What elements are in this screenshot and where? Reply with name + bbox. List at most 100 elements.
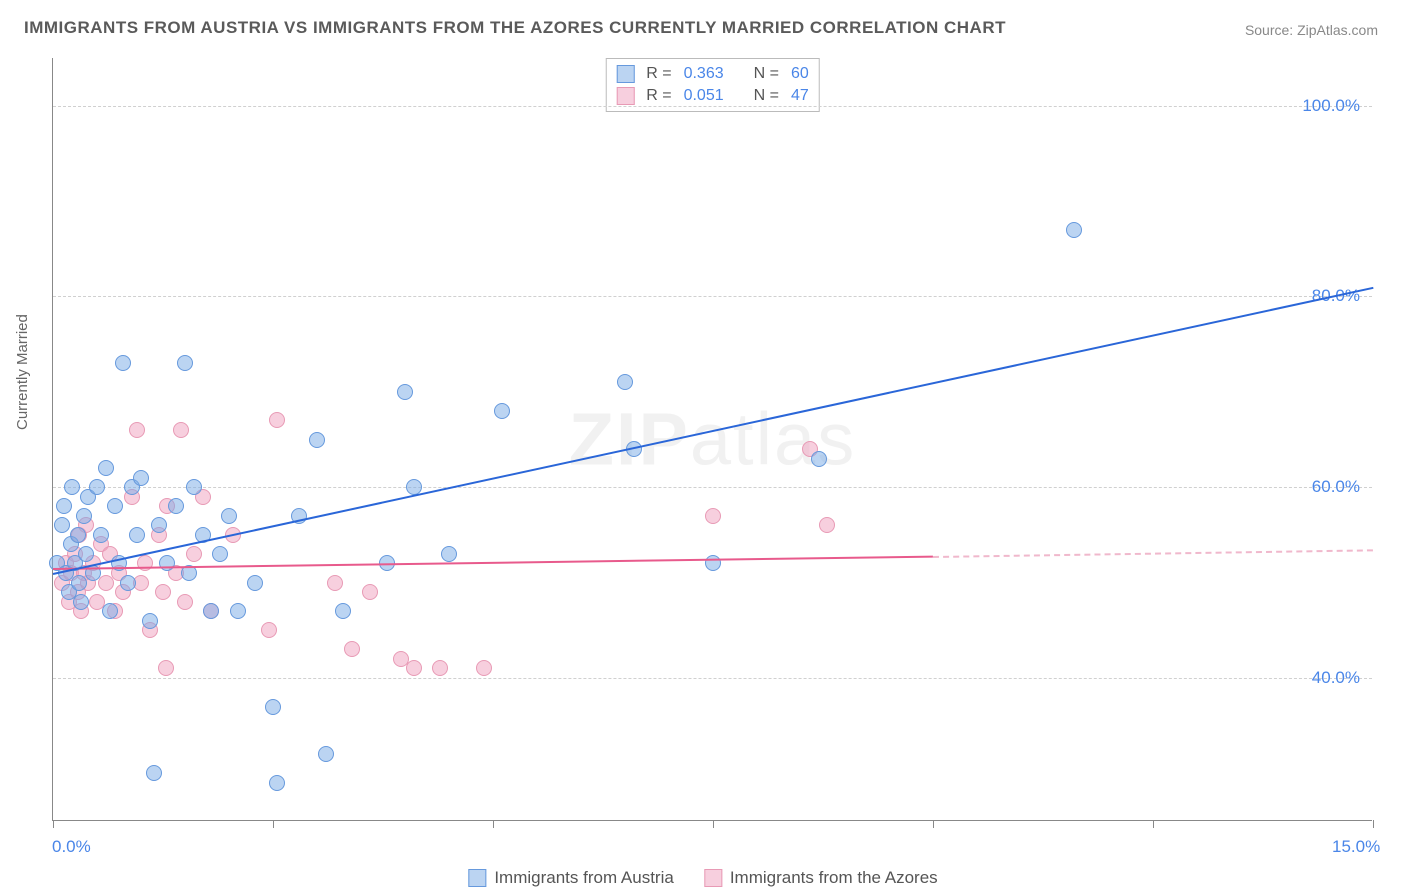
plot-area: ZIPatlas R = 0.363 N = 60 R = 0.051 N = … (52, 58, 1372, 821)
data-point-azores (158, 660, 174, 676)
swatch-austria-icon (468, 869, 486, 887)
n-value-azores: 47 (791, 87, 809, 105)
y-axis-label: Currently Married (14, 314, 31, 430)
data-point-austria (146, 765, 162, 781)
data-point-austria (269, 775, 285, 791)
n-label: N = (754, 65, 779, 83)
data-point-austria (212, 546, 228, 562)
data-point-austria (168, 498, 184, 514)
data-point-austria (98, 460, 114, 476)
data-point-austria (494, 403, 510, 419)
data-point-austria (177, 355, 193, 371)
data-point-austria (129, 527, 145, 543)
data-point-azores (327, 575, 343, 591)
data-point-austria (78, 546, 94, 562)
data-point-austria (133, 470, 149, 486)
data-point-austria (397, 384, 413, 400)
trendline-azores (53, 556, 933, 571)
x-tick-label: 0.0% (52, 837, 91, 857)
data-point-austria (186, 479, 202, 495)
data-point-azores (129, 422, 145, 438)
x-tick (933, 820, 934, 828)
legend-label-austria: Immigrants from Austria (494, 868, 674, 888)
gridline (53, 106, 1372, 107)
data-point-azores (362, 584, 378, 600)
data-point-austria (1066, 222, 1082, 238)
data-point-austria (441, 546, 457, 562)
data-point-austria (102, 603, 118, 619)
data-point-austria (115, 355, 131, 371)
series-legend: Immigrants from Austria Immigrants from … (468, 868, 937, 888)
data-point-austria (230, 603, 246, 619)
legend-row-azores: R = 0.051 N = 47 (616, 85, 809, 107)
r-value-azores: 0.051 (684, 87, 724, 105)
data-point-azores (269, 412, 285, 428)
x-tick (53, 820, 54, 828)
data-point-azores (173, 422, 189, 438)
data-point-austria (811, 451, 827, 467)
data-point-austria (73, 594, 89, 610)
data-point-azores (177, 594, 193, 610)
r-label: R = (646, 87, 671, 105)
r-label: R = (646, 65, 671, 83)
gridline (53, 296, 1372, 297)
trendline-azores-extrapolated (933, 549, 1373, 558)
data-point-austria (309, 432, 325, 448)
data-point-austria (76, 508, 92, 524)
data-point-azores (137, 555, 153, 571)
data-point-austria (142, 613, 158, 629)
data-point-austria (89, 479, 105, 495)
gridline (53, 678, 1372, 679)
data-point-austria (64, 479, 80, 495)
legend-label-azores: Immigrants from the Azores (730, 868, 938, 888)
data-point-austria (107, 498, 123, 514)
gridline (53, 487, 1372, 488)
source-attribution: Source: ZipAtlas.com (1245, 22, 1378, 38)
data-point-azores (406, 660, 422, 676)
data-point-azores (344, 641, 360, 657)
watermark-rest: atlas (690, 398, 856, 481)
data-point-azores (186, 546, 202, 562)
data-point-austria (221, 508, 237, 524)
y-tick-label: 40.0% (1312, 668, 1360, 688)
data-point-austria (247, 575, 263, 591)
y-tick-label: 100.0% (1302, 96, 1360, 116)
data-point-austria (56, 498, 72, 514)
x-tick (273, 820, 274, 828)
x-tick-label: 15.0% (1332, 837, 1380, 857)
x-tick (713, 820, 714, 828)
data-point-azores (476, 660, 492, 676)
trendline-austria (53, 287, 1373, 575)
data-point-austria (318, 746, 334, 762)
r-value-austria: 0.363 (684, 65, 724, 83)
x-tick (1153, 820, 1154, 828)
n-label: N = (754, 87, 779, 105)
data-point-austria (265, 699, 281, 715)
data-point-austria (70, 527, 86, 543)
chart-title: IMMIGRANTS FROM AUSTRIA VS IMMIGRANTS FR… (24, 18, 1006, 38)
data-point-austria (203, 603, 219, 619)
data-point-azores (819, 517, 835, 533)
swatch-austria-icon (616, 65, 634, 83)
legend-row-austria: R = 0.363 N = 60 (616, 63, 809, 85)
data-point-austria (151, 517, 167, 533)
swatch-azores-icon (616, 87, 634, 105)
data-point-austria (159, 555, 175, 571)
data-point-austria (335, 603, 351, 619)
data-point-austria (93, 527, 109, 543)
data-point-azores (432, 660, 448, 676)
data-point-azores (261, 622, 277, 638)
data-point-azores (705, 508, 721, 524)
correlation-legend: R = 0.363 N = 60 R = 0.051 N = 47 (605, 58, 820, 112)
n-value-austria: 60 (791, 65, 809, 83)
x-tick (493, 820, 494, 828)
data-point-austria (120, 575, 136, 591)
x-tick (1373, 820, 1374, 828)
data-point-austria (54, 517, 70, 533)
legend-item-austria: Immigrants from Austria (468, 868, 674, 888)
legend-item-azores: Immigrants from the Azores (704, 868, 938, 888)
data-point-azores (155, 584, 171, 600)
data-point-austria (617, 374, 633, 390)
swatch-azores-icon (704, 869, 722, 887)
y-tick-label: 60.0% (1312, 477, 1360, 497)
